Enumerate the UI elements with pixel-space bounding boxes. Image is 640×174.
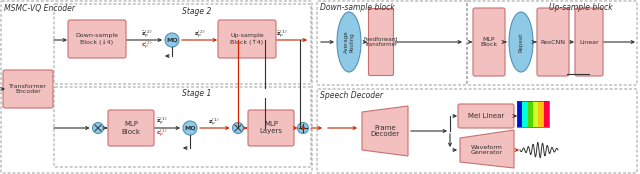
Text: $\hat{\mathbf{z}}_p^{(2)}$: $\hat{\mathbf{z}}_p^{(2)}$ xyxy=(141,29,153,41)
Text: Linear: Linear xyxy=(579,39,599,45)
Text: MQ: MQ xyxy=(166,38,178,42)
Text: MLP
Block: MLP Block xyxy=(122,121,141,135)
Bar xyxy=(517,101,522,127)
Text: Average
Pooling: Average Pooling xyxy=(344,31,355,53)
FancyBboxPatch shape xyxy=(108,110,154,146)
Text: Up-sample block: Up-sample block xyxy=(549,3,612,13)
Text: Frame
Decoder: Frame Decoder xyxy=(371,125,399,137)
Text: Up-sample
Block (↑4): Up-sample Block (↑4) xyxy=(230,33,264,45)
Polygon shape xyxy=(460,130,514,168)
Text: Speech Decoder: Speech Decoder xyxy=(320,92,383,101)
Bar xyxy=(533,101,538,127)
Text: Down-sample
Block (↓4): Down-sample Block (↓4) xyxy=(76,33,118,45)
Text: Mel Linear: Mel Linear xyxy=(468,113,504,119)
Text: Stage 1: Stage 1 xyxy=(182,89,211,98)
Text: MQ: MQ xyxy=(184,125,196,130)
Circle shape xyxy=(165,33,179,47)
Circle shape xyxy=(183,121,197,135)
Text: Down-sample block: Down-sample block xyxy=(320,3,395,13)
FancyBboxPatch shape xyxy=(248,110,294,146)
Text: $\mathbf{c}_p^{(1)}$: $\mathbf{c}_p^{(1)}$ xyxy=(156,128,168,140)
Circle shape xyxy=(232,122,243,133)
Text: $\mathbf{c}_p^{(2)}$: $\mathbf{c}_p^{(2)}$ xyxy=(141,40,153,52)
Bar xyxy=(543,101,549,127)
FancyBboxPatch shape xyxy=(369,9,394,76)
Ellipse shape xyxy=(337,12,361,72)
FancyBboxPatch shape xyxy=(3,70,53,108)
FancyBboxPatch shape xyxy=(473,8,505,76)
Text: $\mathbf{z}_p^{(1)}$: $\mathbf{z}_p^{(1)}$ xyxy=(208,117,220,129)
Text: Waveform
Generator: Waveform Generator xyxy=(471,145,503,155)
Text: MSMC-VQ Encoder: MSMC-VQ Encoder xyxy=(4,3,75,13)
Bar xyxy=(522,101,527,127)
Text: Repeat: Repeat xyxy=(518,32,524,52)
Bar xyxy=(538,101,543,127)
Text: ResCNN: ResCNN xyxy=(541,39,566,45)
Text: Transformer
Encoder: Transformer Encoder xyxy=(9,84,47,94)
Text: MLP
Block: MLP Block xyxy=(481,37,497,47)
Ellipse shape xyxy=(509,12,533,72)
Text: Feedforward
Transformer: Feedforward Transformer xyxy=(364,37,398,47)
FancyBboxPatch shape xyxy=(68,20,126,58)
FancyBboxPatch shape xyxy=(218,20,276,58)
FancyBboxPatch shape xyxy=(458,104,514,128)
Polygon shape xyxy=(362,106,408,156)
Circle shape xyxy=(298,122,308,133)
FancyBboxPatch shape xyxy=(537,8,569,76)
Text: Stage 2: Stage 2 xyxy=(182,6,211,15)
Bar xyxy=(527,101,533,127)
FancyBboxPatch shape xyxy=(575,8,603,76)
Text: MLP
Layers: MLP Layers xyxy=(259,121,282,135)
Circle shape xyxy=(93,122,104,133)
Text: $\mathbf{z}_p^{(2)}$: $\mathbf{z}_p^{(2)}$ xyxy=(195,29,205,41)
Text: $\hat{\mathbf{z}}_p^{(1)}$: $\hat{\mathbf{z}}_p^{(1)}$ xyxy=(156,116,168,128)
Text: $\hat{\mathbf{z}}_p^{(1)}$: $\hat{\mathbf{z}}_p^{(1)}$ xyxy=(276,29,288,41)
